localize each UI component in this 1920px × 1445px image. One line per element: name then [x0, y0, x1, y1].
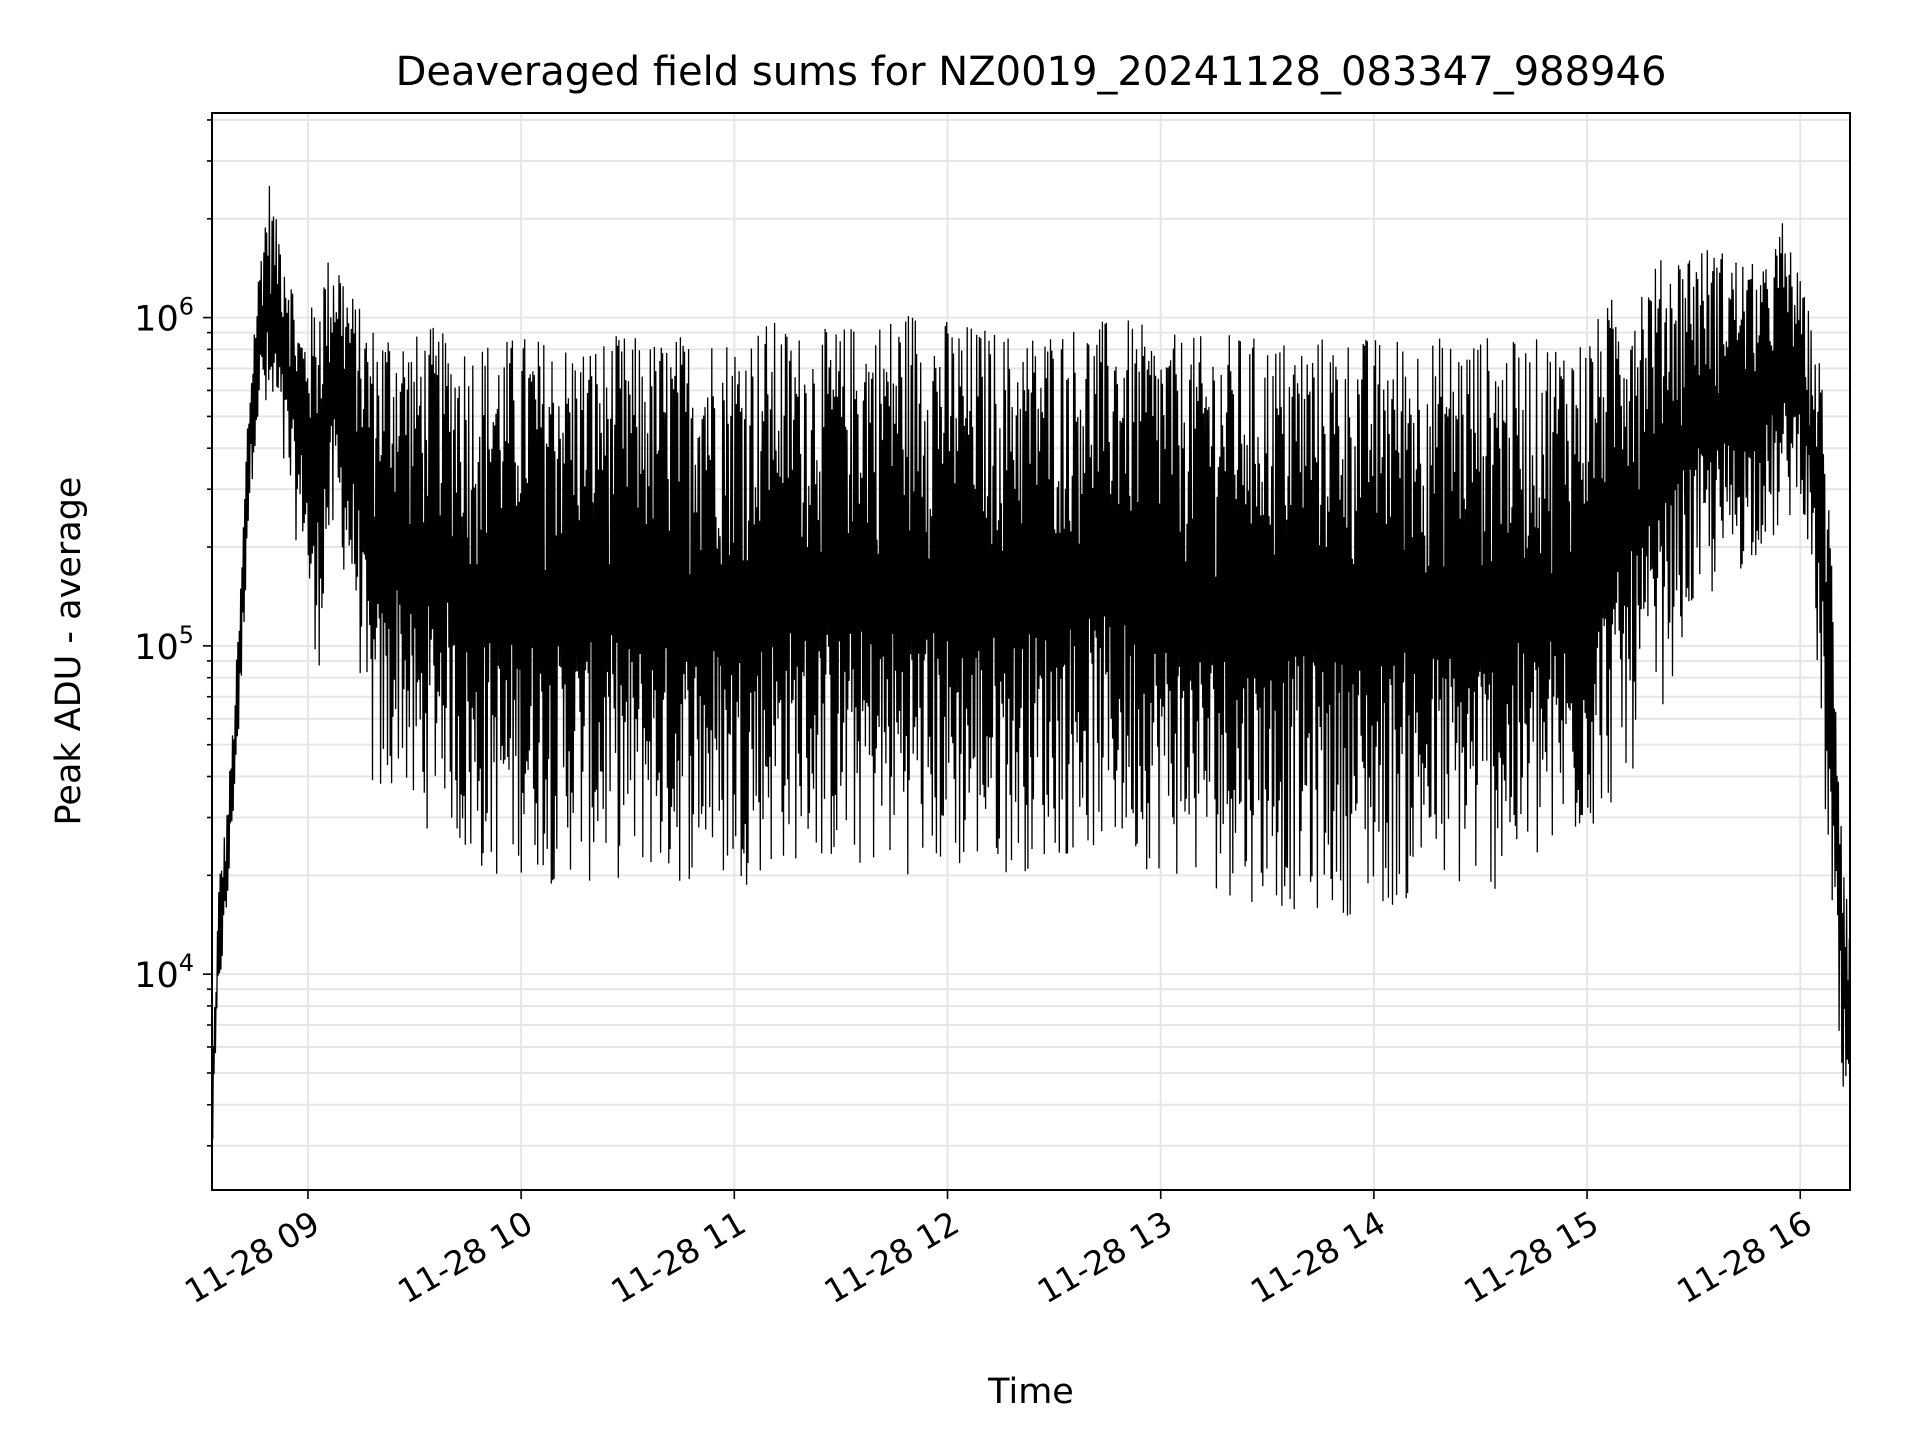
- series-line: [211, 185, 1851, 1140]
- chart-title: Deaveraged field sums for NZ0019_2024112…: [396, 49, 1667, 95]
- y-tick-exponent: 5: [179, 621, 194, 649]
- y-tick-base: 10: [134, 300, 179, 340]
- y-tick-exponent: 6: [179, 293, 194, 321]
- y-tick-base: 10: [134, 628, 179, 668]
- y-tick-label: 104: [134, 949, 194, 996]
- y-tick-label: 106: [134, 293, 194, 340]
- x-axis-label: Time: [987, 1372, 1074, 1412]
- y-tick-base: 10: [134, 956, 179, 996]
- plot-data: [211, 185, 1851, 1140]
- y-tick-exponent: 4: [179, 949, 194, 977]
- y-tick-label: 105: [134, 621, 194, 668]
- plot-frame: [211, 112, 1851, 1191]
- y-axis-label: Peak ADU - average: [49, 477, 89, 826]
